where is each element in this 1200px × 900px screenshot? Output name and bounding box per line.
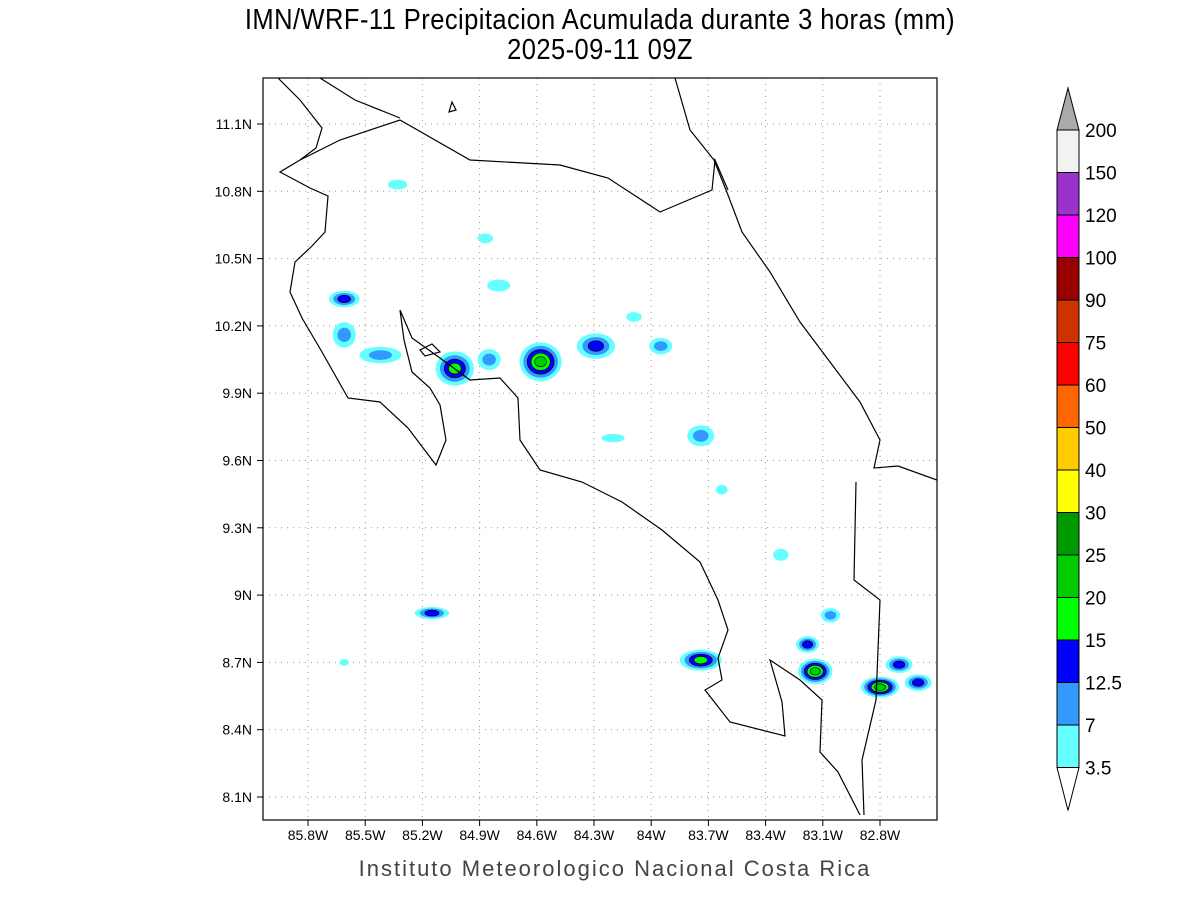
colorbar-box xyxy=(1056,342,1080,386)
colorbar-box xyxy=(1056,512,1080,556)
colorbar-label: 100 xyxy=(1085,249,1117,270)
colorbar-label: 15 xyxy=(1085,631,1106,652)
lon-tick-label: 82.8W xyxy=(860,827,901,843)
rain-cell xyxy=(482,353,496,366)
lon-tick-label: 83.7W xyxy=(688,827,729,843)
axis-ticks: 85.8W 85.5W 85.2W 84.9W 84.6W 84.3W 84W 83.7W 83… xyxy=(215,116,901,843)
map-gridlines xyxy=(263,78,937,820)
colorbar-label: 3.5 xyxy=(1085,759,1111,780)
colorbar-under-triangle xyxy=(1056,767,1080,811)
colorbar-box xyxy=(1056,427,1080,471)
chart-subtitle: 2025-09-11 09Z xyxy=(507,34,693,66)
colorbar-label: 90 xyxy=(1085,291,1106,312)
panama-border xyxy=(853,481,881,816)
colorbar-label: 30 xyxy=(1085,504,1106,525)
colorbar-box xyxy=(1056,172,1080,216)
lon-tick-label: 84.6W xyxy=(517,827,558,843)
rain-cell xyxy=(626,312,642,322)
colorbar-box xyxy=(1056,214,1080,258)
lat-tick-label: 8.1N xyxy=(222,789,252,805)
lake-nicaragua-shore xyxy=(319,78,401,119)
colorbar-box xyxy=(1056,299,1080,343)
rain-cell xyxy=(693,656,708,665)
nicaragua-border xyxy=(299,119,729,213)
colorbar-label: 120 xyxy=(1085,206,1117,227)
rain-cell xyxy=(693,429,709,442)
colorbar: 200 150 120 100 90 75 60 50 40 30 25 20 15 12.5 7 3.5 xyxy=(1056,86,1122,811)
lat-tick-label: 9.6N xyxy=(222,453,252,469)
lon-tick-label: 84.9W xyxy=(459,827,500,843)
rain-cell xyxy=(715,484,728,495)
colorbar-label: 12.5 xyxy=(1085,674,1122,695)
lat-tick-label: 9.9N xyxy=(222,385,252,401)
pacific-coastline xyxy=(277,78,861,816)
lat-tick-label: 8.7N xyxy=(222,654,252,670)
rain-cell xyxy=(587,340,604,352)
rain-cell xyxy=(368,350,392,360)
colorbar-label: 7 xyxy=(1085,716,1096,737)
rain-cell xyxy=(337,327,351,342)
lat-tick-label: 8.4N xyxy=(222,722,252,738)
rain-cell xyxy=(339,659,350,666)
lake-arenal xyxy=(419,343,442,357)
precipitation-field xyxy=(328,179,932,698)
rain-cell xyxy=(773,548,789,561)
rain-cell xyxy=(824,610,837,620)
colorbar-label: 200 xyxy=(1085,121,1117,142)
colorbar-label: 150 xyxy=(1085,164,1117,185)
rain-cell xyxy=(802,640,814,649)
colorbar-box xyxy=(1056,129,1080,173)
colorbar-label: 75 xyxy=(1085,334,1106,355)
rain-cell xyxy=(653,341,668,351)
chart-title: IMN/WRF-11 Precipitacion Acumulada duran… xyxy=(244,4,956,36)
colorbar-box xyxy=(1056,554,1080,598)
colorbar-box xyxy=(1056,682,1080,726)
rain-cell xyxy=(892,660,906,669)
map-frame xyxy=(262,77,938,821)
rain-cell xyxy=(809,667,821,676)
colorbar-label: 20 xyxy=(1085,589,1106,610)
rain-cell xyxy=(424,609,440,617)
lat-tick-label: 9N xyxy=(234,587,252,603)
rain-cell xyxy=(534,356,547,368)
lat-tick-label: 11.1N xyxy=(216,116,252,132)
rain-cell xyxy=(912,678,925,687)
lon-tick-label: 83.4W xyxy=(745,827,786,843)
lon-tick-label: 85.8W xyxy=(288,827,329,843)
lon-tick-label: 85.5W xyxy=(345,827,386,843)
rain-cell xyxy=(487,279,511,292)
colorbar-label: 60 xyxy=(1085,376,1106,397)
colorbar-over-triangle xyxy=(1056,86,1080,131)
colorbar-box xyxy=(1056,724,1080,768)
caribbean-coastline xyxy=(674,78,937,481)
colorbar-box xyxy=(1056,469,1080,513)
rain-cell xyxy=(477,233,494,244)
colorbar-box xyxy=(1056,257,1080,301)
rain-cell xyxy=(601,433,625,443)
colorbar-label: 25 xyxy=(1085,546,1106,567)
lon-tick-label: 85.2W xyxy=(402,827,443,843)
lon-tick-label: 83.1W xyxy=(803,827,844,843)
rain-cell xyxy=(874,683,886,691)
colorbar-label: 40 xyxy=(1085,461,1106,482)
coastlines-borders xyxy=(277,78,937,816)
colorbar-box xyxy=(1056,384,1080,428)
lat-tick-label: 10.8N xyxy=(215,183,252,199)
colorbar-box xyxy=(1056,597,1080,641)
footer-credit: Instituto Meteorologico Nacional Costa R… xyxy=(358,856,872,881)
rain-cell xyxy=(337,294,351,304)
island xyxy=(448,100,457,113)
rain-cell xyxy=(387,179,408,190)
colorbar-box xyxy=(1056,639,1080,683)
lat-tick-label: 9.3N xyxy=(222,520,252,536)
lon-tick-label: 84.3W xyxy=(574,827,615,843)
colorbar-label: 50 xyxy=(1085,419,1106,440)
lat-tick-label: 10.5N xyxy=(215,251,252,267)
lon-tick-label: 84W xyxy=(637,827,667,843)
lat-tick-label: 10.2N xyxy=(215,318,252,334)
